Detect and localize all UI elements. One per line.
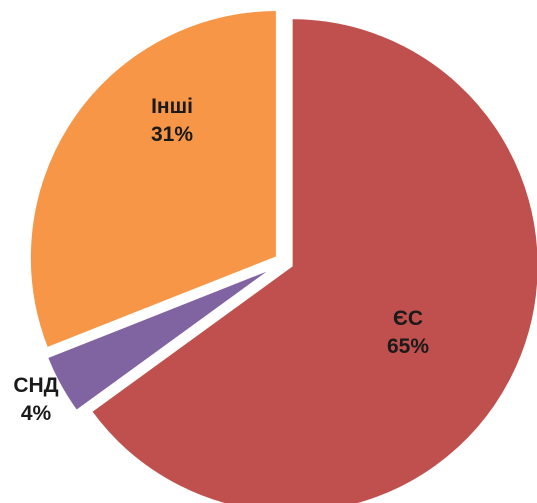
category-label: ЄС [393, 307, 423, 330]
category-label: СНД [13, 374, 58, 397]
value-label: 4% [21, 402, 52, 425]
data-label: СНД 4% [13, 374, 58, 425]
value-label: 31% [151, 123, 193, 146]
pie-slice [27, 8, 279, 351]
category-label: Інші [151, 95, 193, 118]
value-label: 65% [387, 335, 429, 358]
pie-slice [88, 16, 537, 503]
data-label: Інші 31% [151, 95, 193, 146]
pie-slice [44, 264, 278, 414]
data-label: ЄС 65% [387, 307, 429, 358]
